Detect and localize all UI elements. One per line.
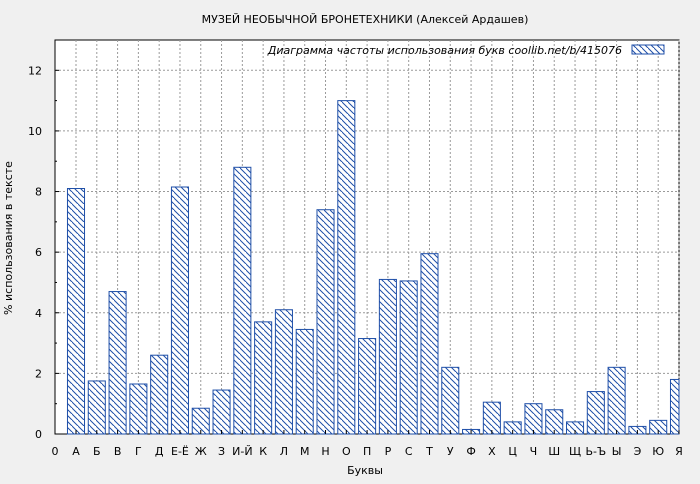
y-axis: 0 2 4 6 8 10 12 <box>28 64 59 441</box>
bar <box>87 380 106 435</box>
legend-label: Диаграмма частоты использования букв coo… <box>267 44 622 57</box>
bar <box>358 338 377 435</box>
bar <box>586 391 605 435</box>
x-tick-label: З <box>218 445 225 458</box>
x-tick-label: Т <box>425 445 433 458</box>
bar <box>212 389 231 435</box>
x-tick-label: 0 <box>52 445 59 458</box>
x-tick-label: И-Й <box>232 445 252 458</box>
x-tick-label: Ж <box>195 445 207 458</box>
x-tick-label: Ь-Ъ <box>585 445 606 458</box>
x-tick-label: Ш <box>548 445 560 458</box>
x-tick-label: Ы <box>612 445 622 458</box>
x-tick-label: Н <box>321 445 329 458</box>
bar <box>337 100 356 435</box>
x-tick-label: Р <box>385 445 392 458</box>
x-tick-label: Ф <box>466 445 475 458</box>
x-tick-label: М <box>300 445 310 458</box>
x-axis-label: Буквы <box>347 464 383 477</box>
bar <box>441 366 460 435</box>
x-tick-label: К <box>259 445 267 458</box>
x-tick-label: Ц <box>508 445 517 458</box>
x-tick-label: Я <box>675 445 683 458</box>
y-tick-label: 0 <box>35 428 42 441</box>
bar <box>669 378 680 435</box>
x-tick-label: Ю <box>652 445 664 458</box>
x-tick-label: Г <box>135 445 142 458</box>
x-tick-label: О <box>342 445 351 458</box>
bar <box>607 366 626 435</box>
bar <box>378 278 397 435</box>
x-tick-label: Б <box>93 445 101 458</box>
chart-title: МУЗЕЙ НЕОБЫЧНОЙ БРОНЕТЕХНИКИ (Алексей Ар… <box>202 13 529 26</box>
x-tick-label: Е-Ё <box>171 445 189 458</box>
bar <box>254 321 273 435</box>
x-tick-label: В <box>114 445 122 458</box>
y-tick-label: 10 <box>28 125 42 138</box>
y-tick-label: 2 <box>35 367 42 380</box>
bar <box>274 309 293 435</box>
bar <box>108 291 127 435</box>
x-tick-label: Х <box>488 445 496 458</box>
bar <box>399 280 418 435</box>
x-tick-label: Ч <box>530 445 538 458</box>
bars-group <box>66 100 680 435</box>
x-tick-label: А <box>72 445 80 458</box>
x-tick-label: П <box>363 445 371 458</box>
x-tick-label: Л <box>280 445 288 458</box>
bar <box>150 354 169 435</box>
x-tick-label: Д <box>155 445 164 458</box>
bar <box>295 328 314 435</box>
bar <box>524 403 543 435</box>
bar <box>233 166 252 435</box>
bar <box>129 383 148 435</box>
x-tick-label: У <box>447 445 454 458</box>
legend-swatch <box>631 44 665 55</box>
bar <box>170 186 189 435</box>
y-tick-label: 6 <box>35 246 42 259</box>
x-tick-label: Щ <box>569 445 581 458</box>
bar <box>66 188 86 435</box>
x-tick-label: Э <box>634 445 642 458</box>
y-tick-label: 8 <box>35 186 42 199</box>
bar <box>420 253 439 435</box>
legend: Диаграмма частоты использования букв coo… <box>267 44 665 57</box>
x-axis: 0 А Б В Г Д Е-Ё Ж З И-Й К Л М Н О П Р С Т У Ф Х Ц Ч Ш Щ Ь-Ъ Ы Э Ю Я <box>52 430 683 458</box>
y-tick-label: 12 <box>28 64 42 77</box>
bar <box>316 209 335 435</box>
x-tick-label: С <box>405 445 413 458</box>
y-axis-label: % использования в тексте <box>2 161 15 315</box>
y-tick-label: 4 <box>35 307 42 320</box>
bar <box>482 401 501 435</box>
